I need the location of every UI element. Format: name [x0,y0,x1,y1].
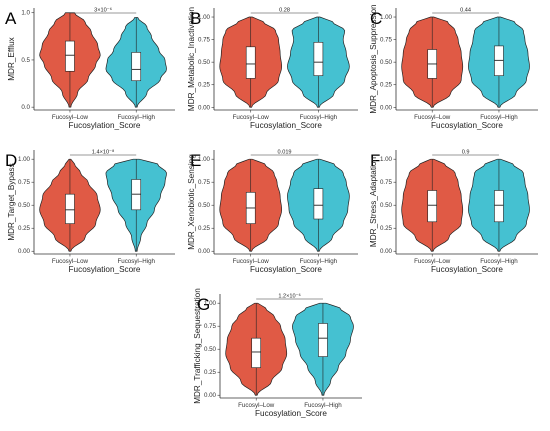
x-axis-title: Fucosylation_Score [250,121,322,130]
panel-b: B 0.00 0.25 0.50 0.75 1.00 Fucosyl–Low Fucosyl–… [187,6,358,130]
p-value-label: 0.9 [462,150,470,156]
x-tick-label: Fucosyl–Low [414,114,451,121]
box-iqr [131,179,142,211]
y-axis-title: MDR_Stress_Adaptation [369,157,378,248]
y-tick-label: 1.00 [380,14,393,21]
panel-letter: A [5,9,17,28]
panel-f: F 0.00 0.25 0.50 0.75 1.00 Fucosyl–Low Fucosyl–… [369,150,538,274]
x-tick-label: Fucosyl–High [117,258,155,265]
p-value-label: 0.44 [460,8,471,14]
y-axis-title: MDR_Metabolic_Inactivation [187,6,196,111]
box-iqr [251,337,262,368]
y-tick-label: 0.0 [21,104,30,111]
y-tick-label: 0.75 [198,37,211,44]
panel-d: D 0.00 0.25 0.50 0.75 1.00 Fucosyl–Low Fucosyl–… [5,149,175,274]
y-tick-label: 0.25 [204,369,217,376]
box-iqr [65,40,75,72]
y-tick-label: 0.00 [380,248,393,255]
panel-c: C 0.00 0.25 0.50 0.75 1.00 Fucosyl–Low Fucosyl–… [369,4,538,130]
box-iqr [318,323,328,357]
y-tick-label: 0.75 [198,179,211,186]
x-axis-title: Fucosylation_Score [431,265,503,274]
y-tick-label: 0.50 [380,202,393,209]
box-iqr [427,190,438,223]
x-tick-label: Fucosyl–Low [52,114,89,121]
box-iqr [131,52,142,82]
panel-letter: D [5,151,17,170]
panel-letter: B [190,9,201,28]
y-tick-label: 0.00 [198,104,211,111]
x-tick-label: Fucosyl–Low [233,114,270,121]
y-tick-label: 0.50 [380,59,393,66]
panel-g: G 0.00 0.25 0.50 0.75 1.00 Fucosyl–Low Fucosyl–… [193,288,362,418]
panel-letter: C [370,9,382,28]
x-tick-label: Fucosyl–High [300,114,338,121]
y-tick-label: 0.25 [18,225,31,232]
x-tick-label: Fucosyl–High [117,114,155,121]
box-iqr [494,190,504,223]
x-axis-title: Fucosylation_Score [255,409,327,418]
x-tick-label: Fucosyl–High [480,258,518,265]
y-tick-label: 0.25 [380,82,393,89]
y-axis-title: MDR_Efflux [7,37,16,81]
y-tick-label: 0.00 [380,104,393,111]
y-tick-label: 0.75 [18,179,31,186]
y-axis-title: MDR_Apoptosis_Suppression [369,4,378,114]
x-axis-title: Fucosylation_Score [431,121,503,130]
box-iqr [313,42,324,76]
y-tick-label: 0.5 [21,57,30,64]
y-tick-label: 0.50 [198,202,211,209]
panel-letter: F [370,151,380,170]
p-value-label: 0.28 [279,8,290,14]
y-tick-label: 0.75 [380,37,393,44]
y-tick-label: 1.00 [18,156,31,163]
y-tick-label: 0.75 [204,323,217,330]
panel-letter: E [190,151,201,170]
panel-a: A 0.0 0.5 1.0 Fucosyl–Low Fucosyl–High 3×10⁻⁶ F… [5,7,175,130]
box-iqr [245,46,256,79]
x-tick-label: Fucosyl–Low [414,258,451,265]
x-axis-title: Fucosylation_Score [69,121,141,130]
y-tick-label: 1.00 [204,300,217,307]
y-tick-label: 1.00 [380,156,393,163]
x-axis-title: Fucosylation_Score [250,265,322,274]
y-axis-title: MDR_Xenobiotic_Sensing [187,154,196,250]
y-tick-label: 1.0 [21,10,30,17]
x-tick-label: Fucosyl–Low [238,402,275,409]
box-iqr [65,193,75,224]
x-axis-title: Fucosylation_Score [69,265,141,274]
y-axis-title: MDR_Target_Bypass [7,163,16,240]
box-iqr [313,188,324,220]
y-tick-label: 0.50 [204,346,217,353]
y-tick-label: 0.00 [198,248,211,255]
p-value-label: 1.4×10⁻⁸ [92,149,115,156]
x-tick-label: Fucosyl–High [300,258,338,265]
p-value-label: 1.2×10⁻⁶ [278,293,301,300]
panel-letter: G [197,295,210,314]
box-iqr [494,45,504,76]
x-tick-label: Fucosyl–High [480,114,518,121]
y-tick-label: 0.25 [198,82,211,89]
x-tick-label: Fucosyl–Low [233,258,270,265]
y-tick-label: 1.00 [198,14,211,21]
y-tick-label: 0.00 [204,392,217,399]
y-tick-label: 1.00 [198,156,211,163]
panel-e: E 0.00 0.25 0.50 0.75 1.00 Fucosyl–Low Fucosyl–… [187,150,358,274]
x-tick-label: Fucosyl–Low [52,258,89,265]
y-tick-label: 0.50 [18,202,31,209]
y-tick-label: 0.25 [198,225,211,232]
y-tick-label: 0.75 [380,179,393,186]
y-tick-label: 0.50 [198,59,211,66]
p-value-label: 3×10⁻⁶ [94,7,112,14]
y-axis-title: MDR_Trafficking_Sequestration [193,288,202,404]
p-value-label: 0.019 [278,150,292,156]
y-tick-label: 0.00 [18,248,31,255]
y-tick-label: 0.25 [380,225,393,232]
x-tick-label: Fucosyl–High [304,402,342,409]
